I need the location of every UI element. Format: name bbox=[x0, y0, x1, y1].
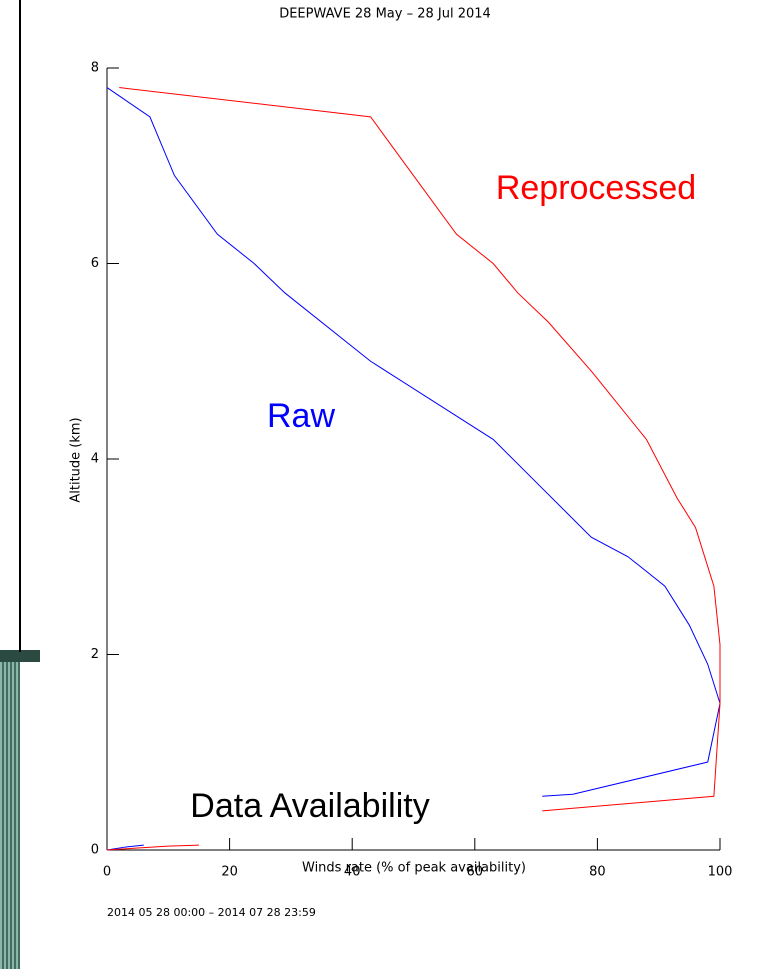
x-tick-label: 40 bbox=[344, 865, 361, 880]
series-line bbox=[119, 87, 721, 812]
x-tick-label: 20 bbox=[221, 865, 238, 880]
series-line bbox=[106, 87, 721, 797]
y-axis-label: Altitude (km) bbox=[69, 417, 84, 502]
y-tick-label: 2 bbox=[91, 647, 99, 662]
series-line bbox=[106, 844, 199, 851]
annotation: Reprocessed bbox=[496, 169, 696, 207]
x-tick-label: 60 bbox=[467, 865, 484, 880]
annotation: Raw bbox=[267, 397, 335, 435]
footer: 2014 05 28 00:00 – 2014 07 28 23:59 bbox=[107, 906, 316, 919]
y-tick-label: 8 bbox=[91, 61, 99, 76]
x-axis-label: Winds rate (% of peak availability) bbox=[302, 861, 526, 876]
series-line bbox=[106, 844, 144, 851]
background-image-edge bbox=[0, 650, 40, 662]
y-tick-label: 0 bbox=[91, 843, 99, 858]
annotation: Data Availability bbox=[190, 787, 429, 825]
x-tick-label: 80 bbox=[589, 865, 606, 880]
x-tick-label: 0 bbox=[103, 865, 111, 880]
x-tick-label: 100 bbox=[708, 865, 733, 880]
y-tick-label: 4 bbox=[91, 452, 99, 467]
y-tick-label: 6 bbox=[91, 256, 99, 271]
background-image bbox=[0, 650, 20, 969]
chart-title: DEEPWAVE 28 May – 28 Jul 2014 bbox=[279, 7, 491, 22]
